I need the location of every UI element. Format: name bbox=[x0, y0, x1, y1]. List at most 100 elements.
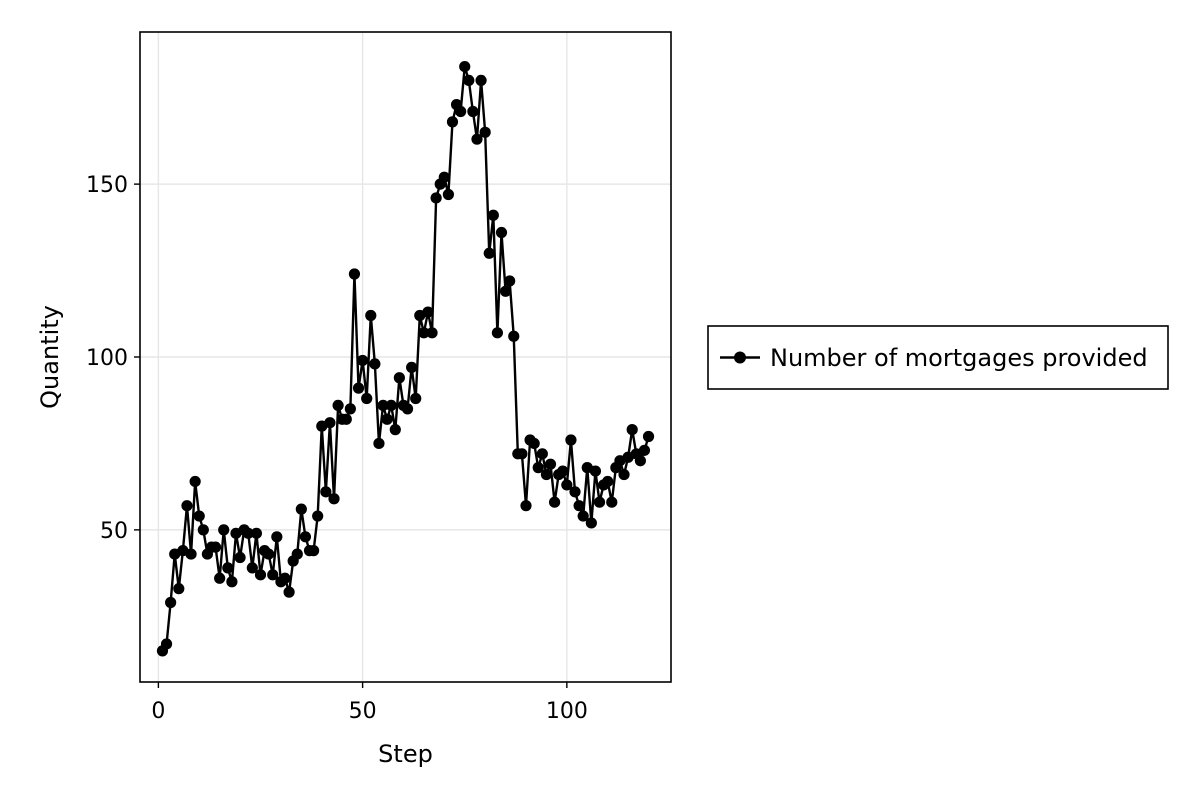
x-axis-title: Step bbox=[378, 740, 433, 768]
data-point bbox=[606, 496, 618, 508]
legend-marker-swatch bbox=[734, 351, 746, 364]
data-point bbox=[218, 524, 230, 536]
data-point bbox=[410, 392, 422, 405]
data-point bbox=[242, 527, 254, 539]
data-point bbox=[389, 424, 401, 436]
data-point bbox=[540, 468, 553, 481]
data-point bbox=[475, 74, 487, 86]
data-point bbox=[160, 638, 173, 650]
data-point bbox=[185, 548, 197, 560]
data-point bbox=[173, 583, 185, 595]
data-point bbox=[165, 596, 177, 609]
legend: Number of mortgages provided bbox=[707, 325, 1169, 390]
data-point bbox=[365, 309, 377, 322]
data-point bbox=[181, 500, 193, 512]
axis-ticks: 0 50 100 50 100 150 bbox=[86, 173, 588, 724]
data-point bbox=[536, 448, 548, 460]
data-point bbox=[401, 403, 414, 415]
data-point bbox=[491, 327, 503, 339]
legend-box bbox=[707, 325, 1169, 390]
legend-label: Number of mortgages provided bbox=[770, 344, 1148, 372]
data-point bbox=[618, 468, 630, 481]
data-point bbox=[295, 503, 307, 515]
data-point bbox=[299, 531, 312, 543]
data-point bbox=[577, 510, 589, 522]
data-point bbox=[344, 403, 356, 415]
data-point bbox=[528, 437, 540, 450]
data-point bbox=[357, 354, 369, 367]
data-point bbox=[406, 361, 418, 373]
data-point bbox=[565, 434, 577, 446]
data-point bbox=[602, 475, 614, 488]
data-point bbox=[271, 531, 283, 543]
data-point bbox=[189, 475, 201, 488]
data-point bbox=[377, 399, 389, 411]
data-point bbox=[320, 486, 332, 498]
x-tick-label: 0 bbox=[151, 699, 165, 724]
data-point bbox=[197, 524, 209, 536]
data-point bbox=[504, 275, 516, 287]
data-point bbox=[267, 569, 279, 581]
data-point bbox=[516, 448, 528, 460]
data-point bbox=[373, 437, 385, 450]
data-point bbox=[479, 126, 491, 138]
data-point bbox=[385, 399, 397, 411]
y-tick-label: 100 bbox=[86, 346, 128, 371]
data-point bbox=[369, 358, 381, 370]
data-point bbox=[393, 372, 405, 384]
data-point bbox=[250, 527, 263, 539]
data-point bbox=[246, 562, 258, 574]
data-point bbox=[422, 306, 434, 318]
data-point bbox=[442, 188, 454, 201]
data-point bbox=[381, 413, 393, 425]
data-point bbox=[467, 105, 479, 118]
data-point bbox=[573, 500, 585, 512]
data-point bbox=[544, 458, 557, 470]
data-point bbox=[263, 548, 275, 560]
data-point bbox=[463, 74, 475, 86]
data-point bbox=[585, 517, 597, 529]
data-point bbox=[283, 586, 295, 598]
grid-lines bbox=[140, 32, 671, 682]
data-point bbox=[487, 209, 499, 221]
data-point bbox=[332, 399, 344, 411]
data-point bbox=[361, 392, 373, 405]
series-line bbox=[161, 65, 650, 652]
data-point bbox=[214, 572, 226, 584]
data-point bbox=[430, 192, 442, 204]
data-point bbox=[324, 417, 336, 429]
data-point bbox=[634, 455, 646, 467]
y-tick-label: 50 bbox=[100, 519, 128, 544]
data-point bbox=[438, 171, 450, 183]
series-layer bbox=[156, 60, 655, 657]
data-point bbox=[569, 486, 581, 498]
data-point bbox=[279, 572, 291, 584]
data-point bbox=[626, 424, 638, 436]
data-point bbox=[499, 285, 512, 297]
data-point bbox=[328, 493, 340, 505]
data-point bbox=[193, 510, 205, 522]
data-point bbox=[308, 545, 320, 557]
data-point bbox=[557, 465, 569, 477]
data-point bbox=[418, 327, 430, 339]
data-point bbox=[455, 105, 467, 118]
data-point bbox=[471, 133, 483, 145]
data-point bbox=[459, 60, 471, 73]
data-point bbox=[426, 327, 438, 339]
data-point bbox=[495, 226, 508, 239]
data-point bbox=[561, 479, 573, 491]
data-point bbox=[348, 268, 361, 280]
data-point bbox=[226, 576, 238, 588]
data-point bbox=[254, 569, 267, 581]
data-point bbox=[209, 541, 222, 553]
data-point bbox=[446, 116, 459, 128]
data-point bbox=[483, 247, 495, 259]
data-point bbox=[234, 551, 246, 564]
data-point bbox=[222, 562, 234, 574]
data-point bbox=[352, 382, 365, 394]
data-point bbox=[638, 444, 651, 456]
x-tick-label: 50 bbox=[349, 699, 377, 724]
data-point bbox=[508, 330, 520, 342]
y-tick-label: 150 bbox=[86, 173, 128, 198]
data-point bbox=[532, 462, 544, 474]
